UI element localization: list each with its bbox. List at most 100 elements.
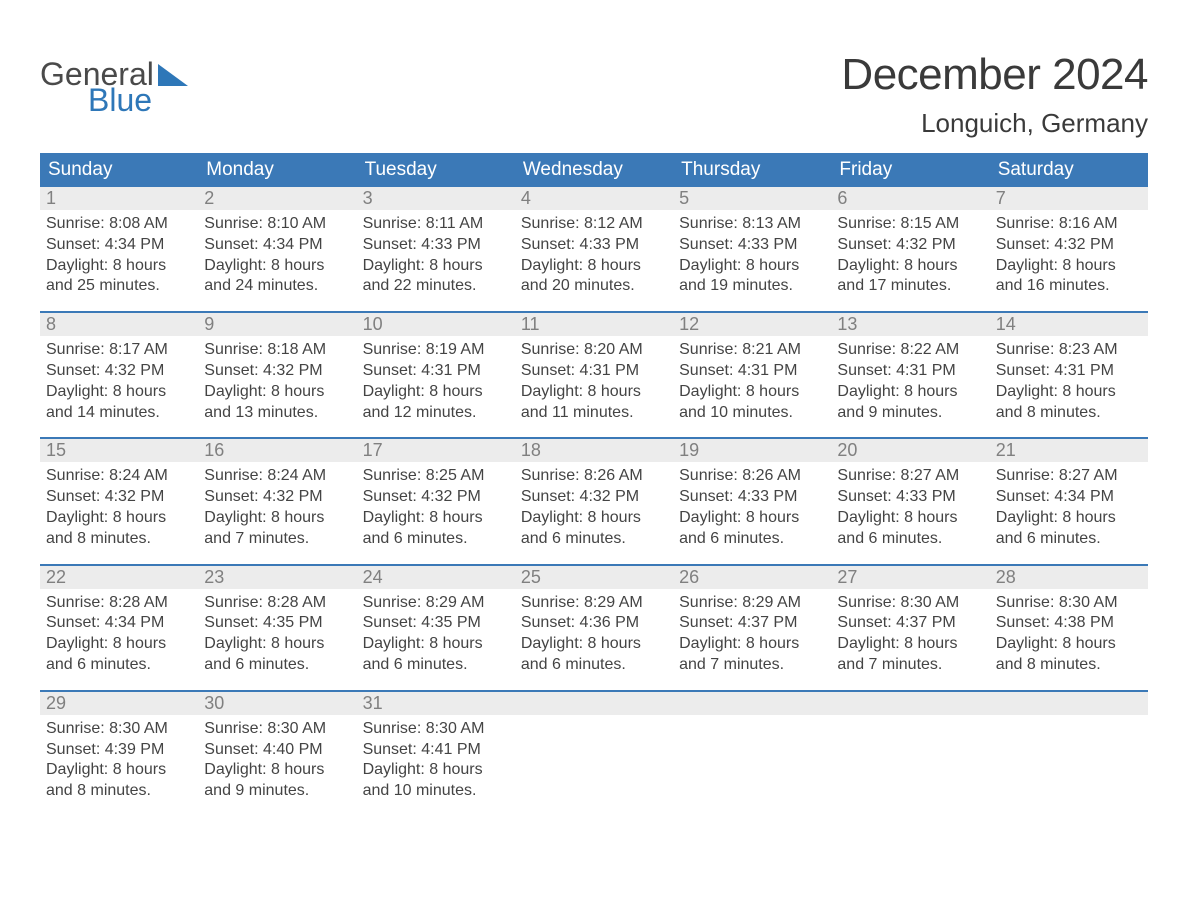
week-row: 22Sunrise: 8:28 AMSunset: 4:34 PMDayligh… — [40, 564, 1148, 690]
day-number: 10 — [357, 313, 515, 336]
sunset-text: Sunset: 4:33 PM — [521, 235, 667, 256]
sunset-text: Sunset: 4:36 PM — [521, 613, 667, 634]
day-content: Sunrise: 8:26 AMSunset: 4:32 PMDaylight:… — [515, 462, 673, 549]
sunrise-text: Sunrise: 8:30 AM — [837, 593, 983, 614]
day-cell: 9Sunrise: 8:18 AMSunset: 4:32 PMDaylight… — [198, 313, 356, 437]
day-number: 15 — [40, 439, 198, 462]
sunrise-text: Sunrise: 8:28 AM — [46, 593, 192, 614]
day-content: Sunrise: 8:27 AMSunset: 4:34 PMDaylight:… — [990, 462, 1148, 549]
day-number: 19 — [673, 439, 831, 462]
daylight-line1: Daylight: 8 hours — [363, 760, 509, 781]
daylight-line1: Daylight: 8 hours — [204, 634, 350, 655]
daylight-line2: and 6 minutes. — [521, 529, 667, 550]
sunrise-text: Sunrise: 8:27 AM — [996, 466, 1142, 487]
day-number: 23 — [198, 566, 356, 589]
day-number: 6 — [831, 187, 989, 210]
sunset-text: Sunset: 4:32 PM — [46, 487, 192, 508]
day-cell: 10Sunrise: 8:19 AMSunset: 4:31 PMDayligh… — [357, 313, 515, 437]
day-number: 2 — [198, 187, 356, 210]
daylight-line2: and 22 minutes. — [363, 276, 509, 297]
day-cell: 23Sunrise: 8:28 AMSunset: 4:35 PMDayligh… — [198, 566, 356, 690]
sunrise-text: Sunrise: 8:24 AM — [204, 466, 350, 487]
sunrise-text: Sunrise: 8:12 AM — [521, 214, 667, 235]
daylight-line1: Daylight: 8 hours — [204, 256, 350, 277]
day-cell: 5Sunrise: 8:13 AMSunset: 4:33 PMDaylight… — [673, 187, 831, 311]
day-cell: 2 Sunrise: 8:10 AMSunset: 4:34 PMDaylight… — [198, 187, 356, 311]
sunrise-text: Sunrise: 8:21 AM — [679, 340, 825, 361]
sunrise-text: Sunrise: 8:23 AM — [996, 340, 1142, 361]
weekday-header: Sunday — [40, 153, 198, 187]
daylight-line2: and 7 minutes. — [204, 529, 350, 550]
day-cell: 11Sunrise: 8:20 AMSunset: 4:31 PMDayligh… — [515, 313, 673, 437]
daylight-line1: Daylight: 8 hours — [521, 508, 667, 529]
sunset-text: Sunset: 4:34 PM — [46, 235, 192, 256]
day-number: 16 — [198, 439, 356, 462]
daylight-line1: Daylight: 8 hours — [679, 256, 825, 277]
day-cell: 1Sunrise: 8:08 AMSunset: 4:34 PMDaylight… — [40, 187, 198, 311]
day-cell: 24Sunrise: 8:29 AMSunset: 4:35 PMDayligh… — [357, 566, 515, 690]
day-number: 29 — [40, 692, 198, 715]
day-number: . — [831, 692, 989, 715]
sunset-text: Sunset: 4:37 PM — [837, 613, 983, 634]
sunset-text: Sunset: 4:32 PM — [996, 235, 1142, 256]
sunset-text: Sunset: 4:32 PM — [204, 487, 350, 508]
daylight-line1: Daylight: 8 hours — [46, 634, 192, 655]
sunset-text: Sunset: 4:34 PM — [204, 235, 350, 256]
sunset-text: Sunset: 4:34 PM — [996, 487, 1142, 508]
day-content: Sunrise: 8:29 AMSunset: 4:35 PMDaylight:… — [357, 589, 515, 676]
day-cell: 17Sunrise: 8:25 AMSunset: 4:32 PMDayligh… — [357, 439, 515, 563]
day-content: Sunrise: 8:11 AMSunset: 4:33 PMDaylight:… — [357, 210, 515, 297]
day-number: . — [673, 692, 831, 715]
day-content: Sunrise: 8:24 AMSunset: 4:32 PMDaylight:… — [40, 462, 198, 549]
day-content: Sunrise: 8:30 AMSunset: 4:38 PMDaylight:… — [990, 589, 1148, 676]
day-number: 13 — [831, 313, 989, 336]
day-number: 20 — [831, 439, 989, 462]
day-content: Sunrise: 8:23 AMSunset: 4:31 PMDaylight:… — [990, 336, 1148, 423]
logo-flag-icon — [158, 64, 188, 86]
day-content: Sunrise: 8:30 AMSunset: 4:39 PMDaylight:… — [40, 715, 198, 802]
sunrise-text: Sunrise: 8:29 AM — [363, 593, 509, 614]
day-cell: 8Sunrise: 8:17 AMSunset: 4:32 PMDaylight… — [40, 313, 198, 437]
sunrise-text: Sunrise: 8:26 AM — [521, 466, 667, 487]
logo-text-blue: Blue — [40, 84, 188, 116]
day-cell: 22Sunrise: 8:28 AMSunset: 4:34 PMDayligh… — [40, 566, 198, 690]
day-cell: 28Sunrise: 8:30 AMSunset: 4:38 PMDayligh… — [990, 566, 1148, 690]
daylight-line1: Daylight: 8 hours — [204, 760, 350, 781]
sunrise-text: Sunrise: 8:30 AM — [363, 719, 509, 740]
sunset-text: Sunset: 4:38 PM — [996, 613, 1142, 634]
sunrise-text: Sunrise: 8:16 AM — [996, 214, 1142, 235]
sunset-text: Sunset: 4:33 PM — [363, 235, 509, 256]
day-number: 14 — [990, 313, 1148, 336]
daylight-line2: and 8 minutes. — [46, 781, 192, 802]
day-number: 21 — [990, 439, 1148, 462]
daylight-line2: and 6 minutes. — [46, 655, 192, 676]
daylight-line1: Daylight: 8 hours — [204, 382, 350, 403]
daylight-line1: Daylight: 8 hours — [837, 634, 983, 655]
day-content: Sunrise: 8:12 AMSunset: 4:33 PMDaylight:… — [515, 210, 673, 297]
sunset-text: Sunset: 4:32 PM — [363, 487, 509, 508]
day-number: 30 — [198, 692, 356, 715]
sunrise-text: Sunrise: 8:10 AM — [204, 214, 350, 235]
day-number: 3 — [357, 187, 515, 210]
daylight-line1: Daylight: 8 hours — [996, 634, 1142, 655]
sunset-text: Sunset: 4:35 PM — [363, 613, 509, 634]
day-number: 27 — [831, 566, 989, 589]
daylight-line1: Daylight: 8 hours — [837, 508, 983, 529]
day-number: 9 — [198, 313, 356, 336]
sunrise-text: Sunrise: 8:18 AM — [204, 340, 350, 361]
daylight-line1: Daylight: 8 hours — [521, 382, 667, 403]
daylight-line2: and 10 minutes. — [363, 781, 509, 802]
week-row: 8Sunrise: 8:17 AMSunset: 4:32 PMDaylight… — [40, 311, 1148, 437]
sunrise-text: Sunrise: 8:08 AM — [46, 214, 192, 235]
sunrise-text: Sunrise: 8:26 AM — [679, 466, 825, 487]
day-number: 28 — [990, 566, 1148, 589]
day-cell: 14Sunrise: 8:23 AMSunset: 4:31 PMDayligh… — [990, 313, 1148, 437]
daylight-line2: and 8 minutes. — [996, 655, 1142, 676]
sunset-text: Sunset: 4:31 PM — [521, 361, 667, 382]
day-content: Sunrise: 8:30 AMSunset: 4:41 PMDaylight:… — [357, 715, 515, 802]
daylight-line1: Daylight: 8 hours — [996, 256, 1142, 277]
weekday-header: Tuesday — [357, 153, 515, 187]
day-number: 12 — [673, 313, 831, 336]
sunset-text: Sunset: 4:37 PM — [679, 613, 825, 634]
day-cell: 15Sunrise: 8:24 AMSunset: 4:32 PMDayligh… — [40, 439, 198, 563]
